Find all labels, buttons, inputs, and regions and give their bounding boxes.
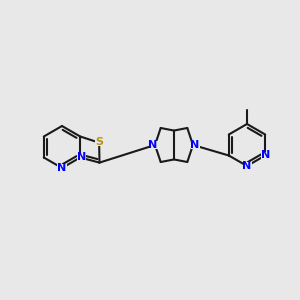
Text: N: N (57, 163, 67, 173)
Text: N: N (190, 140, 200, 150)
Text: N: N (148, 140, 158, 150)
Text: N: N (76, 152, 86, 163)
Bar (148, 141, 158, 149)
Bar (77, 154, 86, 161)
Text: N: N (261, 151, 270, 160)
Bar (242, 162, 251, 170)
Bar (261, 152, 270, 160)
Text: S: S (95, 137, 103, 147)
Bar (190, 141, 200, 149)
Bar (95, 138, 104, 146)
Text: N: N (242, 161, 252, 171)
Bar (58, 164, 67, 172)
